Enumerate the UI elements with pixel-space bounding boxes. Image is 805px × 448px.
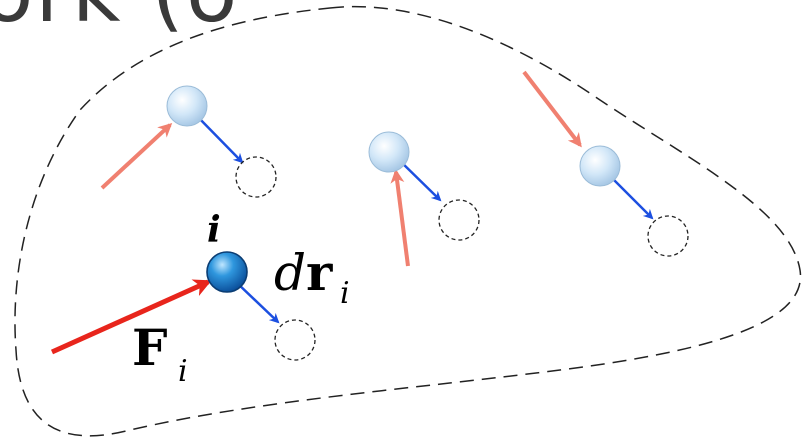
label-r-subscript: i — [340, 276, 350, 311]
particle-group-i — [50, 251, 316, 361]
system-boundary — [14, 5, 802, 437]
force-arrow-1 — [100, 122, 173, 190]
label-r: r — [306, 243, 333, 302]
displaced-position-2 — [438, 199, 480, 241]
label-F-subscript: i — [178, 354, 188, 389]
force-arrow-2 — [390, 169, 410, 267]
particle-group-1 — [100, 85, 277, 198]
particle-1 — [166, 85, 208, 127]
label-i: i — [207, 209, 221, 251]
label-d: d — [274, 244, 306, 302]
displaced-position-3 — [647, 215, 689, 257]
title-text: ork (δ — [0, 0, 239, 34]
label-F: F — [132, 318, 168, 377]
force-arrow-Fi — [50, 279, 212, 355]
particle-group-2 — [368, 131, 480, 267]
particle-3 — [579, 145, 621, 187]
displacement-arrow-1 — [193, 112, 244, 164]
label-dri: d r i — [274, 243, 350, 311]
force-arrow-3 — [522, 70, 582, 148]
displaced-position-1 — [235, 156, 277, 198]
particle-i — [206, 251, 248, 293]
particle-group-3 — [522, 70, 689, 257]
particle-2 — [368, 131, 410, 173]
displacement-arrow-dri — [235, 281, 280, 324]
displaced-position-i — [274, 319, 316, 361]
label-Fi: F i — [132, 318, 188, 389]
